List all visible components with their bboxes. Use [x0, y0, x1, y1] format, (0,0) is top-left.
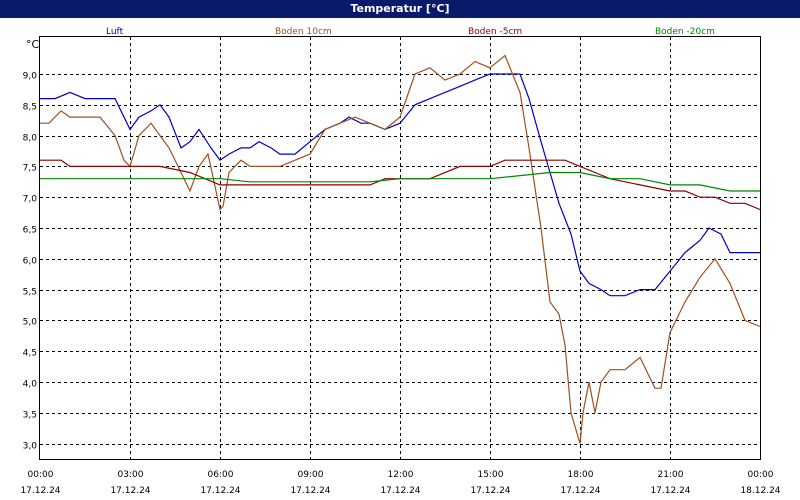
x-tick-date: 17.12.24 [470, 486, 510, 496]
x-axis-ticks: 00:00 17.12.24 03:00 17.12.24 06:00 17.12.24 0… [20, 470, 780, 496]
series-line-0 [40, 73, 760, 297]
y-axis-label: °C [26, 38, 40, 51]
y-tick-label: 5,0 [23, 318, 38, 328]
x-tick-time: 06:00 [208, 470, 234, 480]
y-tick-label: 9,0 [23, 72, 38, 82]
series-line-1 [40, 54, 761, 444]
x-tick-date: 17.12.24 [380, 486, 420, 496]
y-tick-label: 4,5 [23, 349, 37, 359]
x-tick-time: 15:00 [478, 470, 504, 480]
plot-frame [39, 36, 761, 460]
grid [40, 37, 760, 459]
y-tick-label: 6,0 [23, 257, 38, 267]
window-title: Temperatur [°C] [0, 0, 800, 18]
x-tick-time: 00:00 [748, 470, 774, 480]
x-tick-date: 17.12.24 [290, 486, 330, 496]
x-tick-time: 09:00 [298, 470, 324, 480]
x-tick-date: 17.12.24 [110, 486, 150, 496]
series-lines [40, 54, 761, 444]
y-tick-label: 3,5 [23, 411, 37, 421]
x-tick-date: 17.12.24 [20, 486, 60, 496]
x-tick-date: 18.12.24 [740, 486, 780, 496]
legend: Luft Boden 10cm Boden -5cm Boden -20cm [106, 27, 715, 37]
legend-boden-10cm: Boden 10cm [275, 27, 332, 37]
y-axis-ticks: 3,0 3,5 4,0 4,5 5,0 5,5 6,0 6,5 7,0 7,5 8,0 8,5 9,0 [23, 72, 38, 452]
x-tick-time: 12:00 [388, 470, 414, 480]
x-tick-time: 21:00 [658, 470, 684, 480]
series-line-2 [40, 159, 761, 211]
y-tick-label: 7,5 [23, 164, 37, 174]
x-tick-date: 17.12.24 [560, 486, 600, 496]
y-tick-label: 3,0 [23, 442, 38, 452]
x-tick-time: 03:00 [118, 470, 144, 480]
x-tick-time: 00:00 [28, 470, 54, 480]
y-tick-label: 7,0 [23, 195, 38, 205]
legend-luft: Luft [106, 27, 124, 37]
x-tick-date: 17.12.24 [200, 486, 240, 496]
legend-boden-5cm: Boden -5cm [468, 27, 522, 37]
y-tick-label: 4,0 [23, 380, 38, 390]
series-line-3 [40, 171, 760, 192]
x-tick-time: 18:00 [568, 470, 594, 480]
y-tick-label: 5,5 [23, 288, 37, 298]
y-tick-label: 6,5 [23, 226, 37, 236]
y-tick-label: 8,5 [23, 103, 37, 113]
y-tick-label: 8,0 [23, 134, 38, 144]
legend-boden-20cm: Boden -20cm [655, 27, 715, 37]
x-tick-date: 17.12.24 [650, 486, 690, 496]
